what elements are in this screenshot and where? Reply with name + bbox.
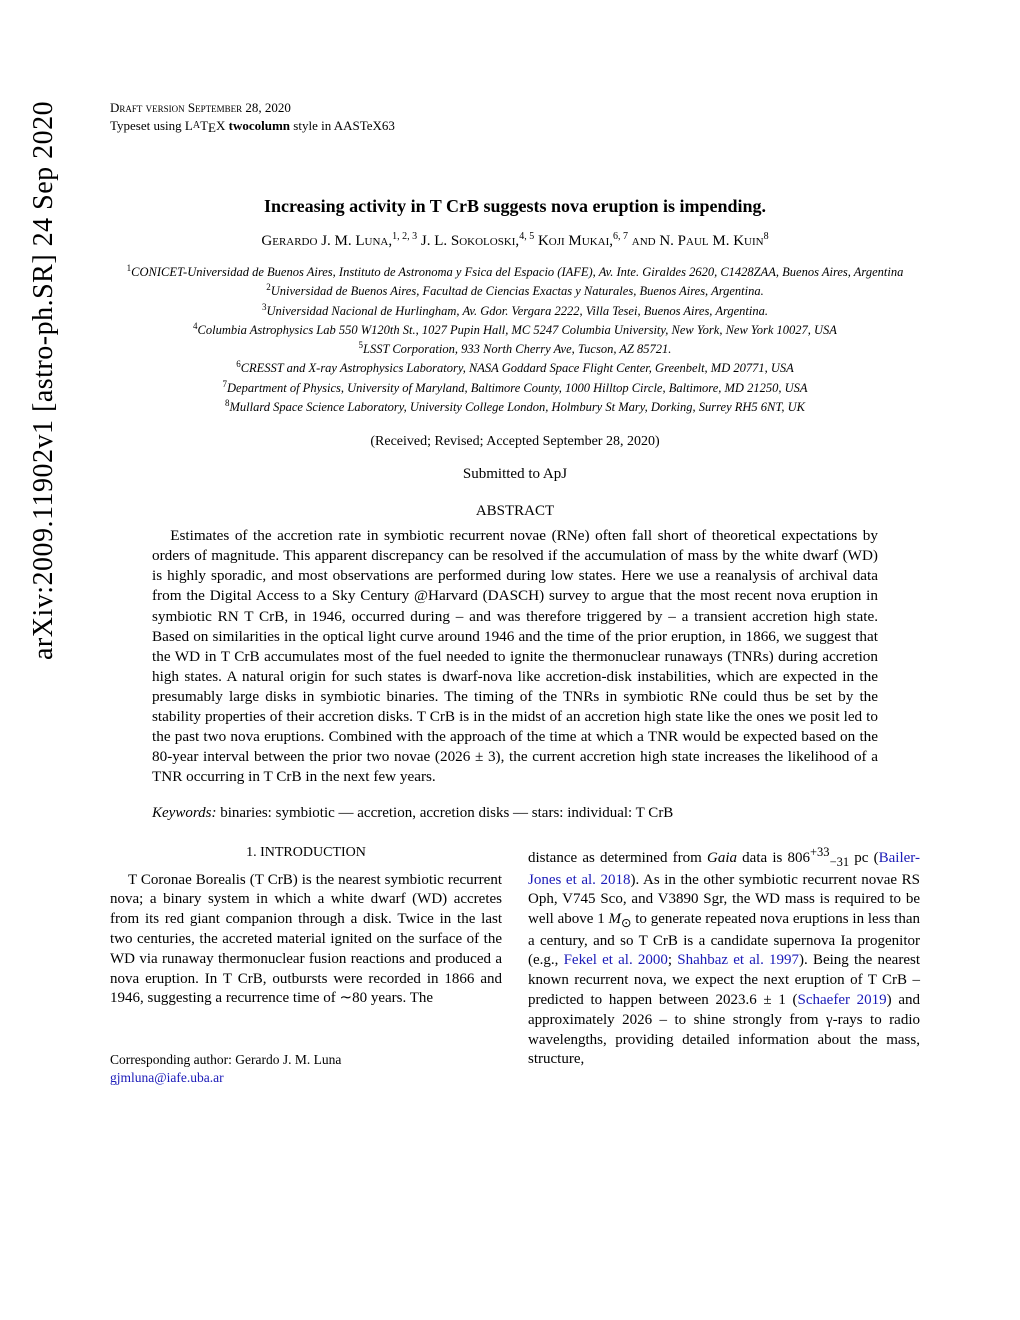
affiliation: 5LSST Corporation, 933 North Cherry Ave,… <box>110 339 920 358</box>
affiliations: 1CONICET-Universidad de Buenos Aires, In… <box>110 262 920 416</box>
typeset-line: Typeset using LATEX twocolumn style in A… <box>110 118 920 136</box>
arxiv-stamp: arXiv:2009.11902v1 [astro-ph.SR] 24 Sep … <box>28 101 60 660</box>
affiliation: 4Columbia Astrophysics Lab 550 W120th St… <box>110 320 920 339</box>
affiliation: 1CONICET-Universidad de Buenos Aires, In… <box>110 262 920 281</box>
typeset-style: twocolumn <box>225 118 290 133</box>
affiliation: 6CRESST and X-ray Astrophysics Laborator… <box>110 358 920 377</box>
paper-page: Draft version September 28, 2020 Typeset… <box>110 100 920 1087</box>
keywords-label: Keywords: <box>152 805 216 821</box>
keywords: Keywords: binaries: symbiotic — accretio… <box>152 805 878 822</box>
author-list: Gerardo J. M. Luna,1, 2, 3 J. L. Sokolos… <box>110 231 920 250</box>
keywords-text: binaries: symbiotic — accretion, accreti… <box>216 805 673 821</box>
affiliation: 3Universidad Nacional de Hurlingham, Av.… <box>110 301 920 320</box>
corresponding-email[interactable]: gjmluna@iafe.uba.ar <box>110 1069 502 1087</box>
draft-version: Draft version September 28, 2020 <box>110 100 920 116</box>
paper-title: Increasing activity in T CrB suggests no… <box>110 196 920 217</box>
submitted-to: Submitted to ApJ <box>110 466 920 483</box>
intro-paragraph-cont: distance as determined from Gaia data is… <box>528 844 920 1070</box>
latex-a: A <box>193 120 200 131</box>
typeset-pre: Typeset using L <box>110 118 193 133</box>
corresponding-author: Corresponding author: Gerardo J. M. Luna <box>110 1051 502 1069</box>
abstract-heading: ABSTRACT <box>110 503 920 520</box>
two-column-body: 1. INTRODUCTION T Coronae Borealis (T Cr… <box>110 844 920 1087</box>
right-column: distance as determined from Gaia data is… <box>528 844 920 1087</box>
intro-paragraph: T Coronae Borealis (T CrB) is the neares… <box>110 871 502 1010</box>
typeset-post: style in AASTeX63 <box>290 118 395 133</box>
affiliation: 8Mullard Space Science Laboratory, Unive… <box>110 397 920 416</box>
left-column: 1. INTRODUCTION T Coronae Borealis (T Cr… <box>110 844 502 1087</box>
manuscript-dates: (Received; Revised; Accepted September 2… <box>110 434 920 450</box>
affiliation: 2Universidad de Buenos Aires, Facultad d… <box>110 281 920 300</box>
affiliation: 7Department of Physics, University of Ma… <box>110 378 920 397</box>
section-heading: 1. INTRODUCTION <box>110 844 502 862</box>
latex-tex: TEX <box>200 118 225 133</box>
abstract-text: Estimates of the accretion rate in symbi… <box>152 526 878 787</box>
